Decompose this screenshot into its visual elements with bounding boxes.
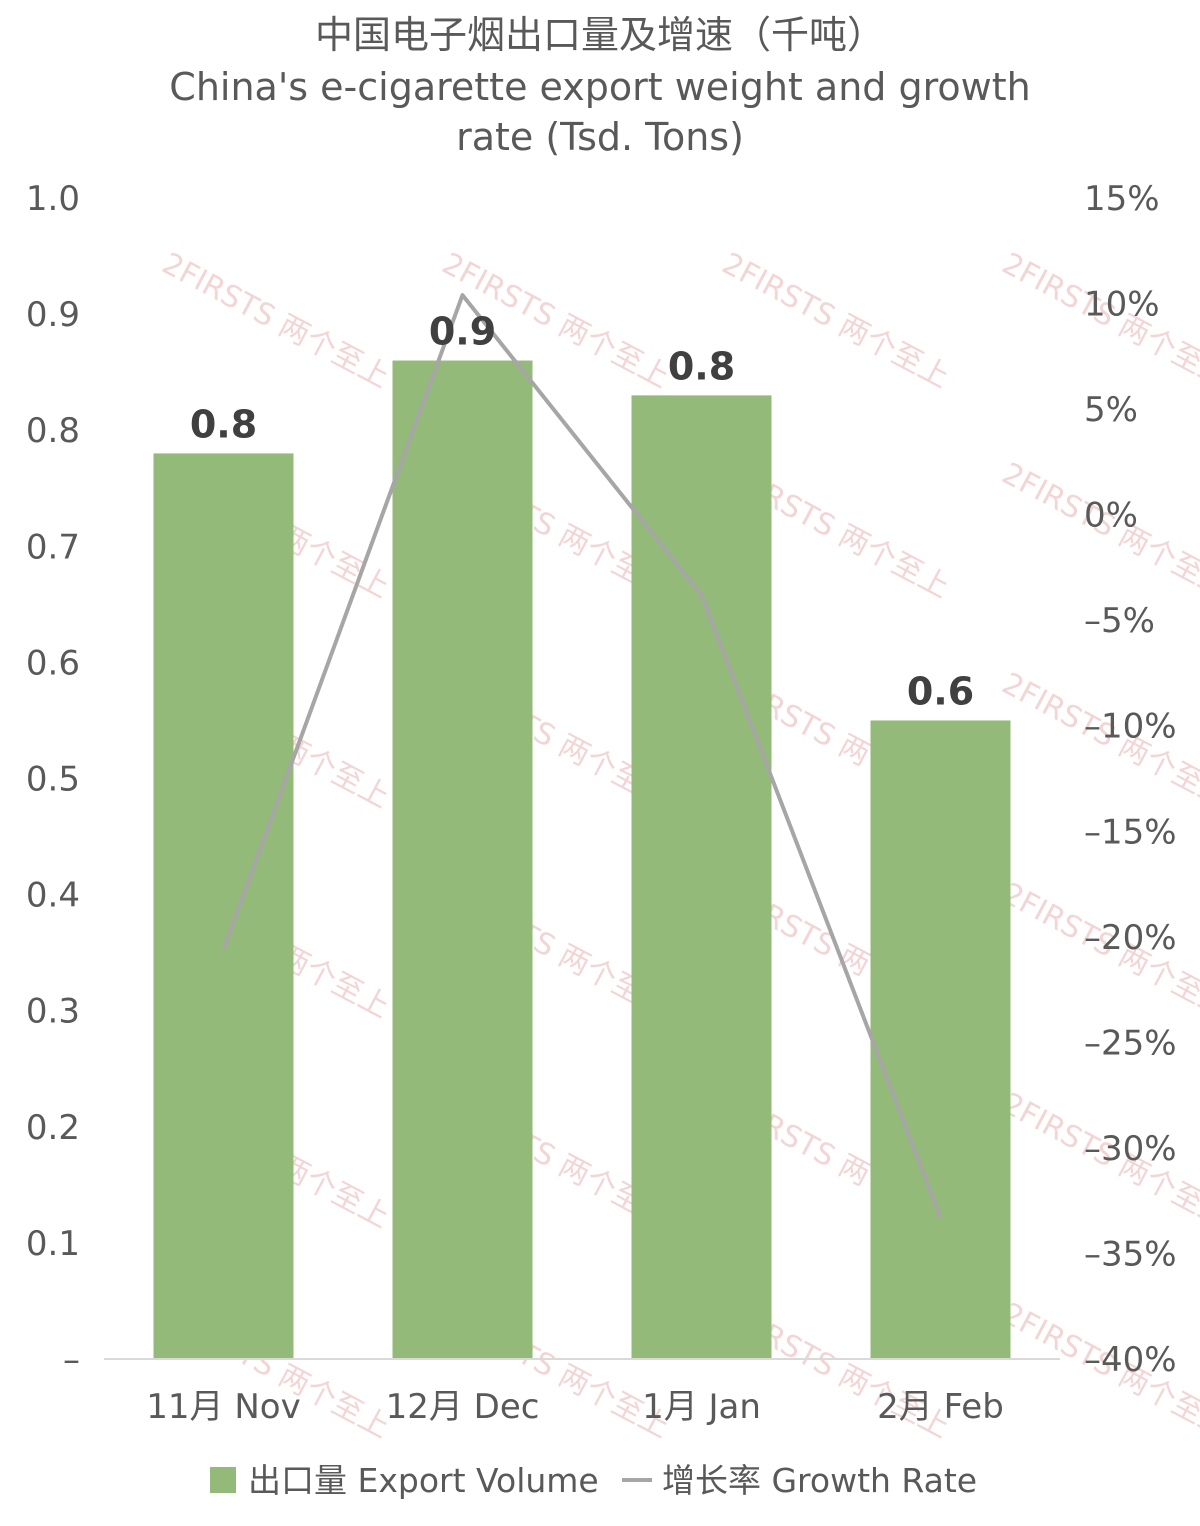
right-tick-label: –5% xyxy=(1084,601,1155,641)
left-tick-label: 0.3 xyxy=(26,992,80,1032)
left-tick-label: 0.2 xyxy=(26,1108,80,1148)
watermark-text: 2FIRSTS 两个至上 xyxy=(716,246,955,395)
bar xyxy=(392,360,533,1359)
right-tick-label: –30% xyxy=(1084,1129,1177,1169)
left-tick-label: 0.8 xyxy=(26,411,80,451)
left-tick-label: – xyxy=(63,1340,80,1380)
left-tick-label: 0.9 xyxy=(26,295,80,335)
right-tick-label: –25% xyxy=(1084,1023,1177,1063)
right-tick-label: 10% xyxy=(1084,285,1160,325)
legend-label-growth-rate: 增长率 Growth Rate xyxy=(662,1461,977,1500)
bar-data-label: 0.8 xyxy=(668,344,735,388)
right-tick-label: 0% xyxy=(1084,496,1138,536)
right-tick-label: 15% xyxy=(1084,179,1160,219)
left-axis: – 0.1 0.2 0.3 0.4 0.5 0.6 0.7 0.8 0.9 1.0 xyxy=(26,179,80,1380)
category-label: 11月 Nov xyxy=(146,1387,300,1427)
bar xyxy=(631,395,772,1359)
left-tick-label: 0.7 xyxy=(26,527,80,567)
bar xyxy=(870,720,1011,1359)
category-label: 1月 Jan xyxy=(642,1387,761,1427)
left-tick-label: 0.4 xyxy=(26,876,80,916)
right-tick-label: –20% xyxy=(1084,918,1177,958)
data-labels: 0.8 0.9 0.8 0.6 xyxy=(190,310,974,714)
chart-title-en-line1: China's e-cigarette export weight and gr… xyxy=(169,65,1030,109)
legend: 出口量 Export Volume 增长率 Growth Rate xyxy=(210,1461,977,1500)
right-tick-label: 5% xyxy=(1084,390,1138,430)
bar xyxy=(153,453,294,1359)
line-series xyxy=(221,293,943,1219)
bar-data-label: 0.9 xyxy=(429,310,496,354)
left-tick-label: 0.1 xyxy=(26,1224,80,1264)
bar-data-label: 0.8 xyxy=(190,402,257,446)
category-label: 12月 Dec xyxy=(386,1387,540,1427)
legend-swatch-export-volume xyxy=(210,1467,236,1493)
bar-data-label: 0.6 xyxy=(907,669,974,713)
right-tick-label: –15% xyxy=(1084,812,1177,852)
right-tick-label: –10% xyxy=(1084,707,1177,747)
growth-rate-line xyxy=(221,293,943,1219)
watermark-text: 2FIRSTS 两个至上 xyxy=(156,246,395,395)
left-tick-label: 0.6 xyxy=(26,643,80,683)
right-tick-label: –40% xyxy=(1084,1340,1177,1380)
legend-label-export-volume: 出口量 Export Volume xyxy=(248,1461,599,1500)
category-label: 2月 Feb xyxy=(877,1387,1004,1427)
chart-title-cn: 中国电子烟出口量及增速（千吨） xyxy=(315,13,885,57)
x-axis: 11月 Nov 12月 Dec 1月 Jan 2月 Feb xyxy=(146,1387,1004,1427)
left-tick-label: 1.0 xyxy=(26,179,80,219)
chart-title-en-line2: rate (Tsd. Tons) xyxy=(456,115,744,159)
right-axis: 15% 10% 5% 0% –5% –10% –15% –20% –25% –30% –35% –40… xyxy=(1084,179,1177,1380)
right-tick-label: –35% xyxy=(1084,1234,1177,1274)
left-tick-label: 0.5 xyxy=(26,760,80,800)
bar-series xyxy=(153,360,1011,1359)
